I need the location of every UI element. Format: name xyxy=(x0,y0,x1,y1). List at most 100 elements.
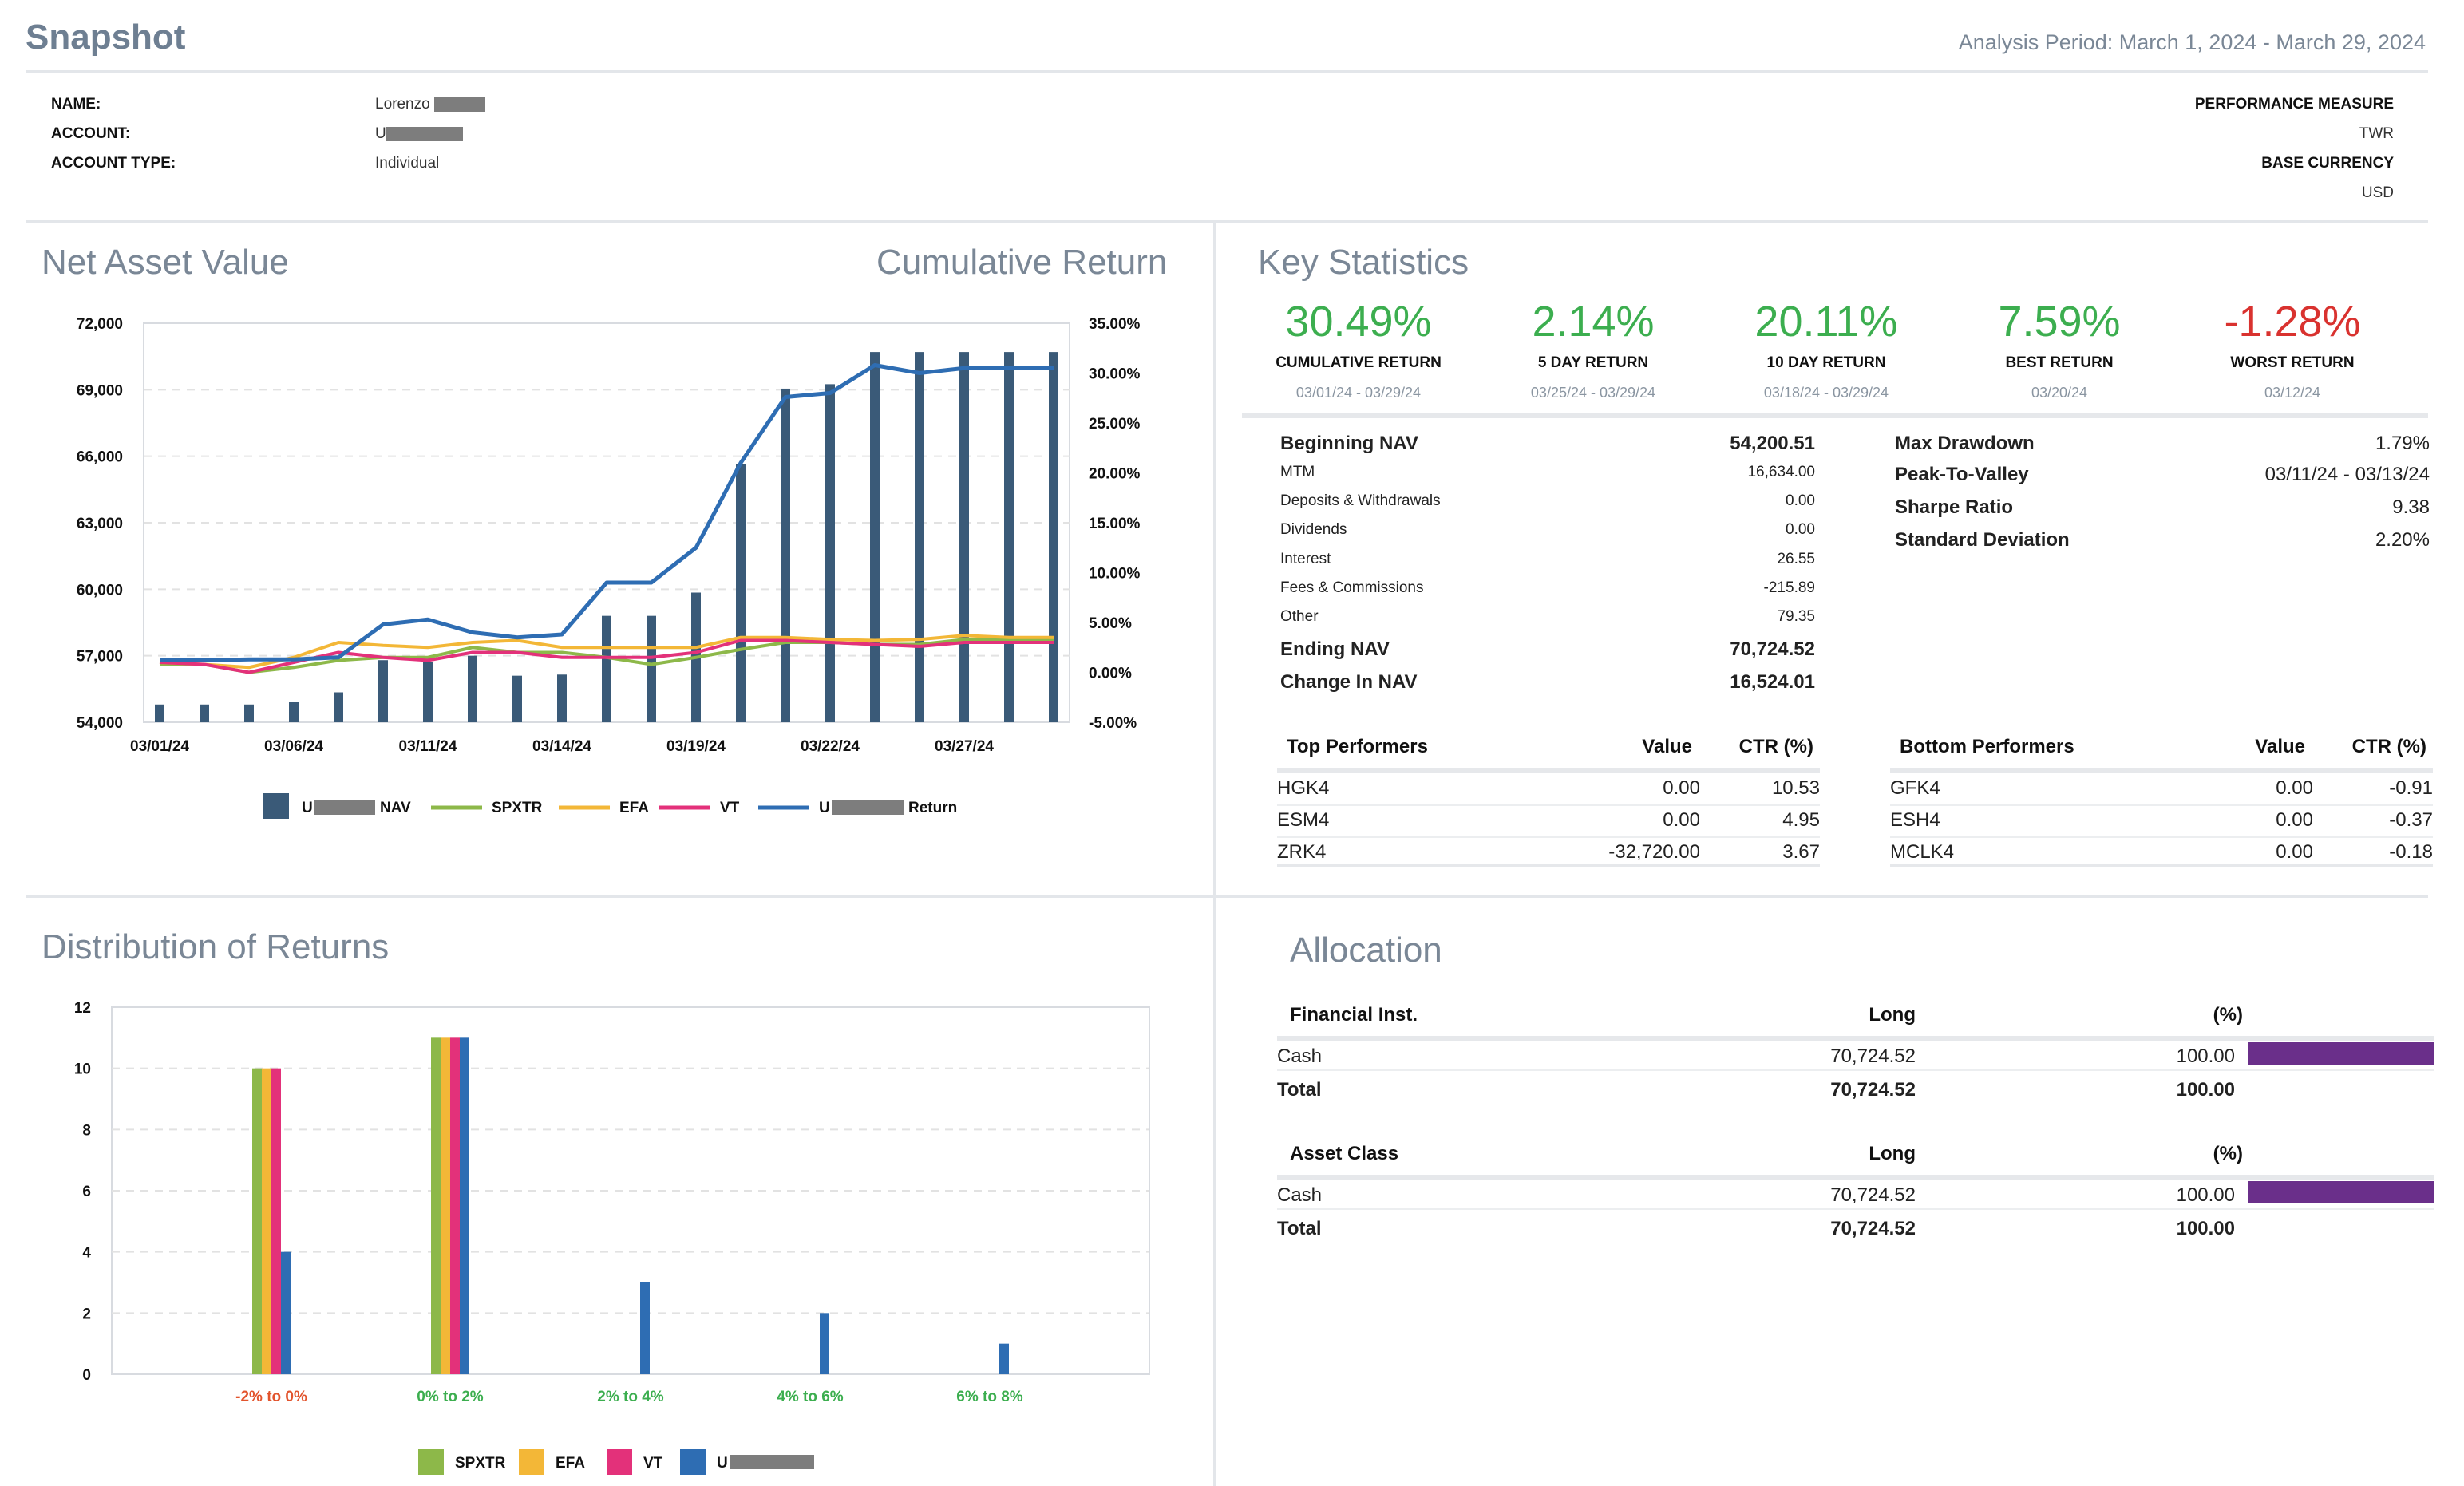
nav-stat-label: Dividends xyxy=(1280,521,1347,538)
distribution-title: Distribution of Returns xyxy=(42,927,390,966)
nav-stat-row: Other 79.35 xyxy=(1280,608,1815,632)
bottom-performer-row-ctr: -0.91 xyxy=(2389,777,2433,799)
legend-swatch xyxy=(519,1449,544,1475)
row-divider xyxy=(1277,1069,2434,1071)
risk-stat-row: Peak-To-Valley 03/11/24 - 03/13/24 xyxy=(1895,464,2430,488)
top-performer-row-value: -32,720.00 xyxy=(1608,841,1700,863)
nav-stat-row: Dividends 0.00 xyxy=(1280,521,1815,545)
right-tick-label: 10.00% xyxy=(1089,566,1141,583)
nav-stat-value: 70,724.52 xyxy=(1730,638,1815,660)
top-performer-row-name: ESM4 xyxy=(1277,809,1330,831)
category-label: 6% to 8% xyxy=(956,1389,1023,1405)
legend-label: SPXTR xyxy=(492,800,543,816)
risk-stat-value: 9.38 xyxy=(2392,496,2430,518)
legend-label: NAV xyxy=(380,800,411,816)
x-tick-label: 03/06/24 xyxy=(264,738,323,755)
nav-stat-row: Interest 26.55 xyxy=(1280,551,1815,575)
nav-stat-label: Beginning NAV xyxy=(1280,433,1418,454)
divider xyxy=(1242,413,2428,418)
analysis-period: Analysis Period: March 1, 2024 - March 2… xyxy=(1958,30,2426,54)
right-tick-label: 15.00% xyxy=(1089,516,1141,532)
nav-bar xyxy=(959,352,969,722)
nav-bar xyxy=(378,660,388,722)
nav-bar xyxy=(1004,352,1014,722)
dist-bar xyxy=(460,1037,469,1374)
alloc-financial-total-label: Total xyxy=(1277,1079,1322,1101)
nav-stat-label: Fees & Commissions xyxy=(1280,579,1424,596)
alloc-asset-header-long: Long xyxy=(1869,1143,1916,1164)
nav-stat-value: 0.00 xyxy=(1786,492,1815,509)
kpi-value: 7.59% xyxy=(1998,298,2121,346)
nav-stat-row: MTM 16,634.00 xyxy=(1280,464,1815,488)
bottom-performer-row-value: 0.00 xyxy=(2276,777,2313,799)
top-performer-row-ctr: 10.53 xyxy=(1771,777,1820,799)
nav-bar xyxy=(200,704,209,722)
right-tick-label: 25.00% xyxy=(1089,416,1141,433)
alloc-financial-header-name: Financial Inst. xyxy=(1290,1004,1418,1026)
kpi-date: 03/25/24 - 03/29/24 xyxy=(1530,385,1656,401)
x-tick-label: 03/11/24 xyxy=(399,738,457,755)
top-performer-row-ctr: 4.95 xyxy=(1782,809,1820,831)
alloc-financial-row-name: Cash xyxy=(1277,1045,1323,1067)
x-tick-label: 03/19/24 xyxy=(666,738,726,755)
risk-stat-label: Sharpe Ratio xyxy=(1895,496,2014,518)
category-label: 4% to 6% xyxy=(777,1389,844,1405)
nav-stat-label: Deposits & Withdrawals xyxy=(1280,492,1441,509)
risk-stat-row: Sharpe Ratio 9.38 xyxy=(1895,496,2430,520)
table-bottom-rule xyxy=(1890,864,2433,867)
nav-bar xyxy=(1049,352,1058,722)
nav-stat-label: Change In NAV xyxy=(1280,671,1418,693)
right-tick-label: 35.00% xyxy=(1089,316,1141,333)
divider xyxy=(26,895,2428,898)
alloc-asset-row-long: 70,724.52 xyxy=(1830,1184,1916,1206)
kpi-label: 10 DAY RETURN xyxy=(1766,354,1886,371)
nav-bar xyxy=(557,674,567,722)
nav-stat-value: 16,524.01 xyxy=(1730,671,1815,693)
account-label: ACCOUNT: xyxy=(51,125,131,142)
nav-stat-label: MTM xyxy=(1280,464,1315,480)
account-type-label: ACCOUNT TYPE: xyxy=(51,155,176,172)
redacted-block xyxy=(832,800,904,815)
nav-stat-label: Other xyxy=(1280,608,1319,625)
dist-bar xyxy=(640,1282,650,1374)
left-tick-label: 69,000 xyxy=(77,382,123,399)
nav-bar xyxy=(870,352,880,722)
page-title: Snapshot xyxy=(26,18,186,57)
table-header-rule xyxy=(1890,768,2433,773)
nav-stat-value: 54,200.51 xyxy=(1730,433,1815,454)
kpi-value: 2.14% xyxy=(1532,298,1655,346)
left-tick-label: 72,000 xyxy=(77,316,123,333)
risk-stat-row: Max Drawdown 1.79% xyxy=(1895,433,2430,456)
right-tick-label: 30.00% xyxy=(1089,366,1141,383)
risk-stat-label: Max Drawdown xyxy=(1895,433,2035,454)
nav-stat-value: 16,634.00 xyxy=(1747,464,1815,480)
risk-stat-value: 03/11/24 - 03/13/24 xyxy=(2264,464,2430,485)
kpi-label: CUMULATIVE RETURN xyxy=(1276,354,1442,371)
name-value: Lorenzo xyxy=(375,96,485,113)
y-tick-label: 6 xyxy=(82,1184,91,1200)
kpi-date: 03/01/24 - 03/29/24 xyxy=(1295,385,1422,401)
top-performer-row-ctr: 3.67 xyxy=(1782,841,1820,863)
dist-bar xyxy=(252,1068,262,1374)
row-divider xyxy=(1890,836,2433,838)
top-performer-header-value: Value xyxy=(1642,736,1692,757)
redacted-block xyxy=(386,126,463,141)
table-header-rule xyxy=(1277,768,1820,773)
kpi-value: 20.11% xyxy=(1754,298,1898,346)
top-performer-row-name: ZRK4 xyxy=(1277,841,1327,863)
nav-chart: 72,000 69,000 66,000 63,000 60,000 57,000 54,0… xyxy=(77,316,1141,819)
allocation-title: Allocation xyxy=(1290,931,1442,970)
legend-swatch xyxy=(418,1449,444,1475)
legend-prefix: U xyxy=(302,800,313,816)
legend-swatch xyxy=(263,793,289,819)
dist-bar xyxy=(820,1313,829,1374)
divider xyxy=(26,70,2428,73)
top-performer-row-value: 0.00 xyxy=(1663,809,1700,831)
alloc-asset-total-label: Total xyxy=(1277,1218,1322,1239)
nav-bar xyxy=(155,704,164,722)
row-divider xyxy=(1890,804,2433,806)
nav-stat-value: 79.35 xyxy=(1777,608,1815,625)
dist-bar xyxy=(999,1343,1009,1374)
nav-stat-value: 0.00 xyxy=(1786,521,1815,538)
nav-stat-row: Ending NAV 70,724.52 xyxy=(1280,638,1815,662)
